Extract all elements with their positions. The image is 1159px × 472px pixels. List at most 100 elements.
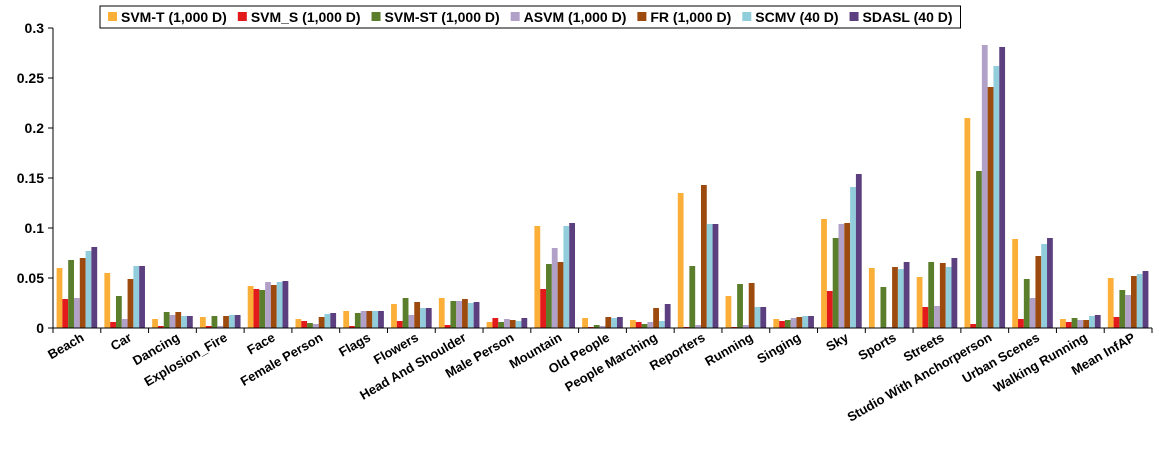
bar (796, 317, 803, 328)
legend-label: SVM-T (1,000 D) (121, 9, 227, 25)
bar (62, 299, 69, 328)
bar (1023, 279, 1030, 328)
bar (546, 264, 552, 328)
bar (425, 308, 432, 328)
x-tick-label: Flags (336, 330, 373, 360)
bar (1041, 244, 1048, 328)
x-tick-label: Singing (754, 330, 803, 367)
bar (916, 277, 923, 328)
bar (276, 282, 283, 328)
bar (301, 321, 308, 328)
legend-swatch (237, 12, 247, 21)
bar (343, 311, 350, 328)
bar (444, 325, 451, 328)
x-tick-label: Running (702, 330, 755, 369)
bar (582, 318, 588, 328)
bar (1065, 322, 1072, 328)
bar (456, 301, 463, 328)
bar (593, 325, 600, 328)
bar (970, 324, 977, 328)
bar (391, 304, 397, 328)
bar (121, 319, 128, 328)
bar (56, 268, 63, 328)
bar (784, 320, 791, 328)
bar (557, 262, 564, 328)
x-tick-label: Sports (856, 330, 899, 364)
bar (462, 299, 468, 328)
legend-swatch (742, 12, 752, 21)
bar (270, 285, 277, 328)
bar (360, 311, 367, 328)
bars-layer (56, 45, 1149, 328)
bar (1142, 271, 1149, 328)
bar (378, 311, 384, 328)
bar (754, 307, 761, 328)
bar (1094, 315, 1101, 328)
bar (892, 267, 898, 328)
bar (1047, 238, 1053, 328)
bar (563, 226, 570, 328)
bar (133, 266, 140, 328)
bar (152, 319, 158, 328)
bar (211, 316, 218, 328)
bar (307, 323, 313, 328)
bar (1136, 274, 1143, 328)
bar (408, 315, 415, 328)
legend-label: SVM_S (1,000 D) (251, 9, 361, 25)
legend-label: ASVM (1,000 D) (524, 9, 627, 25)
bar (486, 322, 493, 328)
bar (1083, 320, 1090, 328)
bar (934, 306, 940, 328)
bar (420, 308, 426, 328)
bar (611, 318, 617, 328)
bar (1089, 316, 1095, 328)
bar (438, 298, 445, 328)
bar (540, 289, 547, 328)
chart-legend: SVM-T (1,000 D) SVM_S (1,000 D) SVM-ST (1,… (99, 5, 961, 29)
bar (725, 296, 732, 328)
bar (68, 260, 74, 328)
y-tick-label: 0.05 (17, 270, 44, 286)
bar (945, 267, 952, 328)
bar (999, 47, 1006, 328)
bar (802, 316, 809, 328)
bar (295, 319, 302, 328)
bar (223, 316, 229, 328)
bar (104, 273, 111, 328)
legend-label: SDASL (40 D) (863, 9, 953, 25)
bar (855, 174, 862, 328)
bar (372, 311, 379, 328)
bar (228, 315, 235, 328)
bar (73, 298, 80, 328)
bar (163, 312, 170, 328)
bar (139, 266, 145, 328)
bar (91, 247, 98, 328)
bar (880, 287, 887, 328)
bar (253, 289, 260, 328)
bar (939, 263, 946, 328)
bar (467, 303, 474, 328)
bar (844, 223, 851, 328)
bar (324, 314, 331, 328)
bar (492, 318, 499, 328)
bar (928, 262, 935, 328)
x-tick-label: Face (244, 330, 277, 358)
y-axis: 0 0.05 0.1 0.15 0.2 0.25 0.3 (17, 20, 54, 336)
bar (706, 224, 713, 328)
bar (282, 281, 289, 328)
bar (450, 301, 457, 328)
bar (664, 304, 671, 328)
bar (850, 187, 856, 328)
bar (521, 318, 528, 328)
bar (737, 284, 743, 328)
bar (515, 321, 522, 328)
y-tick-label: 0.1 (25, 220, 45, 236)
bar (653, 308, 659, 328)
legend-label: SCMV (40 D) (755, 9, 838, 25)
bar (922, 307, 929, 328)
bar (354, 313, 361, 328)
bar (79, 258, 86, 328)
bar (1071, 318, 1078, 328)
bar (414, 302, 421, 328)
x-tick-label: Sky (823, 329, 851, 354)
